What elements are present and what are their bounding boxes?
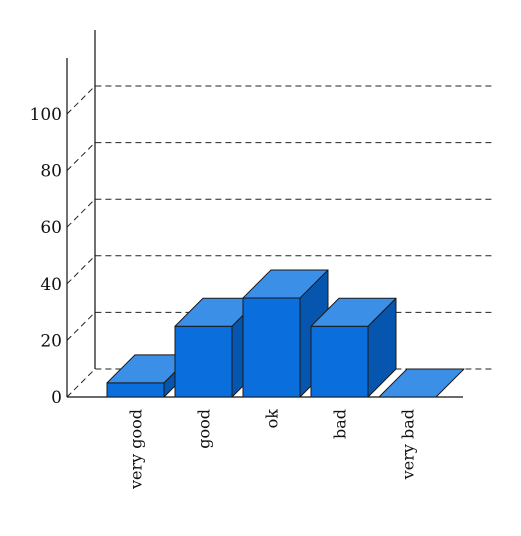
bar-front-face (242, 297, 301, 398)
bar-front-face (310, 325, 369, 398)
x-tick-label: very good (127, 409, 146, 490)
bars (106, 269, 465, 398)
bar-bad (310, 297, 397, 398)
y-tick-label: 40 (40, 275, 62, 295)
bar-good (174, 297, 261, 398)
y-tick-label: 100 (30, 105, 62, 125)
bar-front-face (106, 382, 165, 398)
x-tick-label: bad (331, 409, 350, 439)
x-tick-label: very bad (399, 409, 418, 480)
x-tick-label: good (195, 409, 214, 449)
bar-top-face (242, 269, 329, 299)
y-tick-label: 80 (40, 162, 62, 182)
y-tick-label: 20 (40, 331, 62, 351)
y-tick-label: 60 (40, 218, 62, 238)
gridline-40 (66, 255, 493, 285)
labels: 0 20 40 60 80 100 very good good ok bad very bad (30, 105, 418, 490)
gridline-80 (66, 142, 493, 171)
bar-top-face (378, 368, 465, 398)
gridline-60 (66, 198, 493, 228)
x-tick-label: ok (263, 409, 282, 429)
y-tick-label: 0 (51, 388, 62, 408)
bar-very-bad (378, 368, 465, 398)
bar-front-face (174, 325, 233, 398)
bar-top-face (310, 297, 397, 327)
gridline-100 (66, 85, 493, 115)
